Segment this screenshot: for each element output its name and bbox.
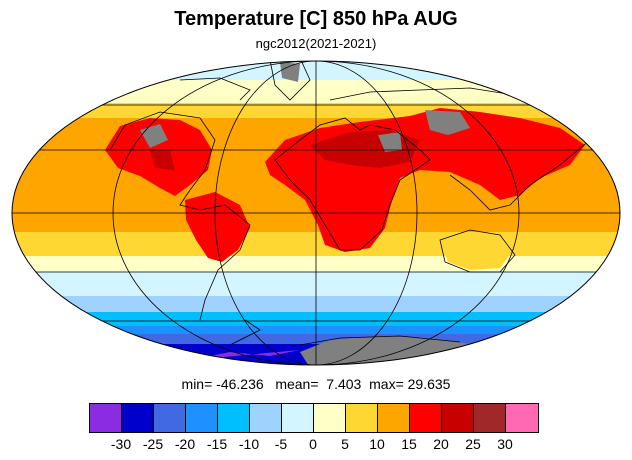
warm-australia [440,232,512,270]
missing-himalaya [425,110,470,135]
map-field [12,61,620,365]
colorbar-cell [506,404,538,432]
stats-line: min= -46.236 mean= 7.403 max= 29.635 [0,376,632,392]
colorbar-cell [314,404,346,432]
colorbar-tick-label: -5 [274,436,288,452]
colorbar [89,403,539,433]
colorbar-cell [378,404,410,432]
map-frame [11,60,621,366]
colorbar-cell [186,404,218,432]
min-value: -46.236 [216,376,264,392]
colorbar-tick-label: 20 [433,436,449,452]
colorbar-cell [122,404,154,432]
colorbar-tick-label: 10 [369,436,385,452]
colorbar-tick-label: -30 [110,436,132,452]
colorbar-tick-label: -25 [142,436,164,452]
colorbar-cell [282,404,314,432]
temperature-map [11,60,621,366]
mean-value: 7.403 [326,376,362,392]
colorbar-cell [250,404,282,432]
colorbar-cell [90,404,122,432]
colorbar-cell [218,404,250,432]
max-value: 29.635 [407,376,451,392]
missing-rockies [140,124,168,148]
max-label: max= [369,376,404,392]
map-subtitle: ngc2012(2021-2021) [255,36,377,51]
colorbar-cell [474,404,506,432]
colorbar-tick-label: -10 [238,436,260,452]
colorbar-cell [154,404,186,432]
colorbar-tick-label: 0 [309,436,317,452]
missing-iran [378,132,402,152]
map-title: Temperature [C] 850 hPa AUG [174,8,458,30]
very-hot-southwest [150,150,175,170]
colorbar-tick-label: 15 [401,436,417,452]
graticule [12,61,620,365]
colorbar-tick-label: -15 [206,436,228,452]
min-label: min= [181,376,213,392]
colorbar-ticks: -30 -25 -20 -15 -10 -5 0 5 10 15 20 25 30 [89,436,543,454]
colorbar-tick-label: 25 [465,436,481,452]
missing-greenland [280,62,300,82]
colorbar-tick-label: 5 [341,436,349,452]
colorbar-cell [442,404,474,432]
colorbar-tick-label: 30 [497,436,513,452]
colorbar-cell [410,404,442,432]
mean-label: mean= [275,376,319,392]
colorbar-cell [346,404,378,432]
colorbar-tick-label: -20 [174,436,196,452]
